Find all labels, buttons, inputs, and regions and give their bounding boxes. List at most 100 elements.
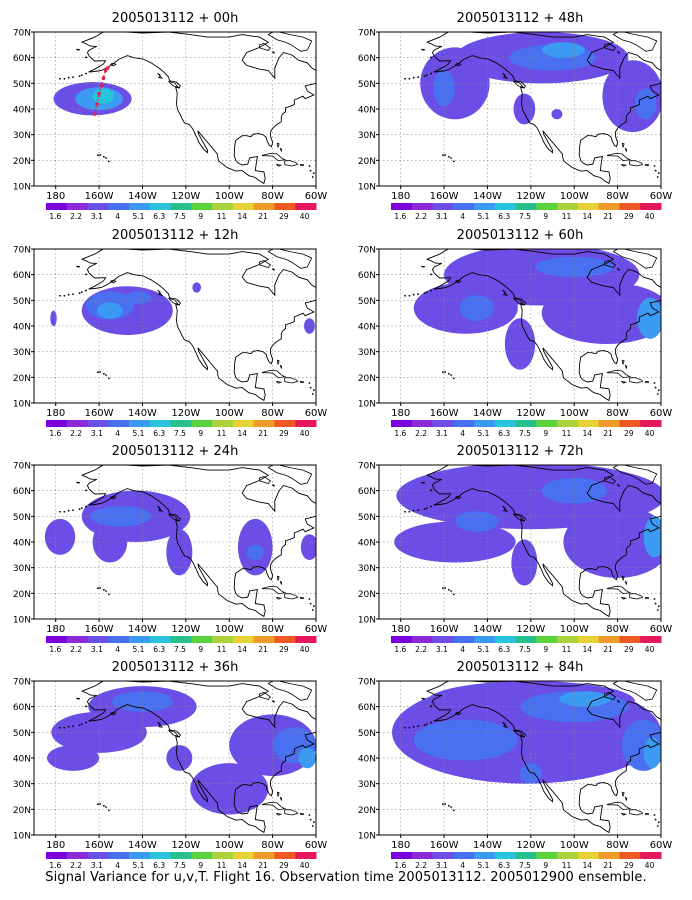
lat-tick-label: 20N: [358, 590, 376, 600]
colorbar-swatch: [253, 852, 275, 859]
colorbar-label: 2.2: [415, 645, 427, 654]
island-dot: [78, 508, 81, 511]
colorbar-swatch: [453, 203, 475, 210]
island-dot: [97, 803, 99, 806]
figure-caption: Signal Variance for u,v,T. Flight 16. Ob…: [45, 870, 647, 885]
island-dot: [657, 389, 660, 392]
island-dot: [423, 75, 426, 78]
panel-title: 2005013112 + 48h: [457, 11, 584, 26]
colorbar-label: 21: [258, 645, 268, 654]
lat-tick-label: 50N: [13, 80, 31, 90]
lon-tick-label: 100W: [215, 408, 244, 419]
island-dot: [442, 154, 444, 157]
island-dot: [311, 393, 314, 395]
lon-tick-label: 60W: [305, 191, 328, 202]
lat-tick-label: 70N: [358, 462, 376, 472]
colorbar-swatch: [577, 420, 600, 427]
colorbar-swatch: [536, 852, 558, 859]
lon-tick-label: 140W: [128, 408, 157, 419]
colorbar-label: 2.2: [415, 429, 427, 438]
island-dot: [105, 374, 107, 376]
island-dot: [72, 76, 74, 79]
island-outline: [84, 705, 88, 708]
colorbar: 1.6 2.2 3.1 4 5.1 6.3 7.5 9 11 14 21 29 40: [46, 636, 317, 654]
island-outline: [84, 489, 88, 492]
colorbar-swatch: [149, 420, 172, 427]
colorbar-swatch: [295, 203, 317, 210]
lat-tick-label: 60N: [358, 703, 376, 713]
coastline: [426, 465, 661, 618]
island-dot: [450, 157, 452, 159]
island-outline: [267, 465, 313, 485]
lat-tick-label: 60N: [358, 271, 376, 281]
island-dot: [444, 803, 447, 805]
contour-region: [190, 763, 269, 815]
lon-tick-label: 80W: [261, 191, 284, 202]
lon-tick-label: 160W: [430, 408, 459, 419]
contour-region: [643, 737, 661, 769]
colorbar-swatch: [619, 420, 641, 427]
island-outline: [502, 505, 509, 512]
island-dot: [102, 804, 105, 807]
lon-tick-label: 160W: [85, 408, 114, 419]
lat-tick-label: 20N: [13, 806, 31, 816]
island-dot: [657, 821, 660, 824]
island-outline: [617, 50, 621, 54]
lon-tick-label: 120W: [516, 624, 545, 635]
island-dot: [444, 154, 447, 156]
lon-tick-label: 180: [46, 624, 65, 635]
panel-title: 2005013112 + 72h: [457, 444, 584, 459]
colorbar-label: 14: [582, 861, 592, 870]
island-outline: [454, 279, 462, 284]
island-outline: [421, 265, 426, 268]
island-outline: [421, 481, 426, 484]
island-outline: [168, 729, 180, 738]
lat-tick-label: 60N: [13, 54, 31, 64]
map-panel: 2005013112 + 00h 70N 60N 50N 40N 30N 20N 10N 180…: [13, 11, 328, 221]
colorbar-swatch: [577, 852, 600, 859]
island-outline: [621, 142, 625, 148]
colorbar-label: 7.5: [174, 861, 186, 870]
island-dot: [97, 587, 99, 590]
coastline: [426, 681, 661, 834]
lat-tick-label: 60N: [358, 54, 376, 64]
island-outline: [267, 681, 313, 701]
island-dot: [99, 587, 102, 589]
island-dot: [412, 725, 415, 728]
lon-tick-label: 160W: [85, 840, 114, 851]
colorbar: 1.6 2.2 3.1 4 5.1 6.3 7.5 9 11 14 21 29 40: [391, 852, 662, 870]
lat-tick-label: 70N: [13, 29, 31, 39]
colorbar-label: 4: [460, 212, 465, 221]
island-dot: [97, 154, 99, 157]
colorbar-label: 40: [645, 429, 655, 438]
island-dot: [442, 587, 444, 590]
contour-region: [92, 521, 128, 563]
colorbar-swatch: [87, 636, 109, 643]
colorbar-label: 40: [300, 645, 310, 654]
coastline: [81, 465, 316, 618]
contour-region: [304, 318, 315, 334]
colorbar-label: 2.2: [70, 429, 82, 438]
lat-tick-label: 70N: [358, 246, 376, 256]
island-outline: [502, 721, 509, 728]
colorbar-label: 1.6: [49, 861, 61, 870]
island-dot: [425, 507, 428, 510]
island-outline: [612, 681, 658, 701]
colorbar-swatch: [46, 636, 68, 643]
colorbar-swatch: [108, 203, 130, 210]
contour-region: [634, 88, 657, 120]
panel-title: 2005013112 + 12h: [112, 228, 239, 243]
island-outline: [604, 476, 616, 484]
observation-track: [92, 66, 110, 116]
island-dot: [412, 76, 415, 79]
colorbar-swatch: [129, 203, 151, 210]
contour-region: [541, 282, 661, 344]
contour-region: [559, 691, 612, 707]
island-dot: [654, 602, 657, 605]
lat-tick-label: 10N: [358, 183, 376, 193]
colorbar-swatch: [640, 203, 662, 210]
lon-tick-label: 140W: [128, 191, 157, 202]
island-dot: [450, 374, 452, 376]
contour-region: [50, 310, 57, 326]
lon-tick-label: 160W: [430, 624, 459, 635]
